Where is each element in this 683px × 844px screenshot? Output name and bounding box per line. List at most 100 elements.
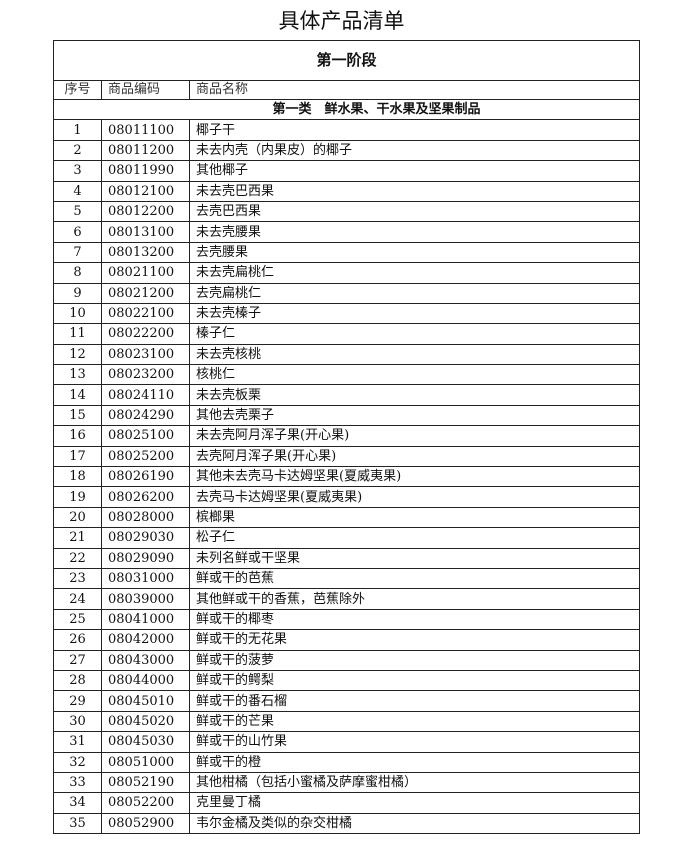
cell-name: 鲜或干的无花果: [189, 629, 640, 651]
table-row: 30 08045020 鲜或干的芒果: [53, 710, 640, 733]
cell-index: 22: [53, 547, 102, 569]
cell-code: 08045010: [101, 690, 190, 712]
cell-name: 未去壳扁桃仁: [189, 262, 640, 284]
table-row: 25 08041000 鲜或干的椰枣: [53, 608, 640, 631]
cell-name: 鲜或干的番石榴: [189, 690, 640, 712]
cell-name: 鲜或干的橙: [189, 751, 640, 773]
cell-code: 08022100: [101, 302, 190, 325]
cell-code: 08012200: [101, 200, 190, 223]
cell-name: 鲜或干的芒果: [189, 710, 640, 733]
cell-code: 08028000: [101, 506, 190, 529]
header-name: 商品名称: [189, 80, 640, 100]
page-title: 具体产品清单: [278, 9, 405, 33]
table-row: 4 08012100 未去壳巴西果: [53, 180, 640, 202]
cell-name: 其他鲜或干的香蕉，芭蕉除外: [189, 588, 640, 610]
cell-index: 1: [53, 119, 102, 141]
cell-name: 去壳巴西果: [189, 200, 640, 223]
table-row: 28 08044000 鲜或干的鳄梨: [53, 669, 640, 692]
cell-code: 08011990: [101, 160, 190, 182]
cell-name: 椰子干: [189, 119, 640, 141]
cell-name: 其他柑橘（包括小蜜橘及萨摩蜜柑橘）: [189, 771, 640, 794]
cell-name: 鲜或干的菠萝: [189, 649, 640, 671]
cell-index: 8: [53, 262, 102, 284]
cell-name: 其他未去壳马卡达姆坚果(夏威夷果): [189, 466, 640, 488]
cell-index: 19: [53, 486, 102, 508]
cell-name: 韦尔金橘及类似的杂交柑橘: [189, 812, 640, 835]
table-row: 34 08052200 克里曼丁橘: [53, 792, 640, 814]
cell-name: 未去壳巴西果: [189, 180, 640, 202]
table-row: 9 08021200 去壳扁桃仁: [53, 282, 640, 304]
cell-name: 其他椰子: [189, 160, 640, 182]
cell-name: 未列名鲜或干坚果: [189, 547, 640, 569]
cell-name: 槟榔果: [189, 506, 640, 529]
cell-index: 5: [53, 200, 102, 223]
cell-code: 08013100: [101, 221, 190, 243]
cell-code: 08021200: [101, 282, 190, 304]
cell-code: 08022200: [101, 323, 190, 345]
cell-code: 08011100: [101, 119, 190, 141]
table-row: 16 08025100 未去壳阿月浑子果(开心果): [53, 425, 640, 447]
table-row: 12 08023100 未去壳核桃: [53, 343, 640, 366]
table-row: 22 08029090 未列名鲜或干坚果: [53, 547, 640, 569]
cell-code: 08043000: [101, 649, 190, 671]
cell-index: 28: [53, 669, 102, 692]
cell-code: 08024110: [101, 384, 190, 406]
table-row: 1 08011100 椰子干: [53, 119, 640, 141]
cell-index: 23: [53, 567, 102, 590]
cell-code: 08044000: [101, 669, 190, 692]
cell-name: 去壳阿月浑子果(开心果): [189, 445, 640, 468]
cell-index: 30: [53, 710, 102, 733]
cell-index: 21: [53, 527, 102, 549]
cell-index: 9: [53, 282, 102, 304]
category-row: 第一类 鲜水果、干水果及坚果制品: [53, 98, 640, 121]
cell-index: 17: [53, 445, 102, 468]
cell-index: 27: [53, 649, 102, 671]
stage-heading: 第一阶段: [53, 40, 640, 81]
cell-index: 25: [53, 608, 102, 631]
cell-index: 13: [53, 364, 102, 386]
table-row: 23 08031000 鲜或干的芭蕉: [53, 567, 640, 590]
cell-index: 31: [53, 731, 102, 753]
table-row: 35 08052900 韦尔金橘及类似的杂交柑橘: [53, 812, 640, 835]
cell-code: 08051000: [101, 751, 190, 773]
cell-index: 29: [53, 690, 102, 712]
cell-name: 克里曼丁橘: [189, 792, 640, 814]
cell-name: 鲜或干的山竹果: [189, 731, 640, 753]
cell-name: 未去壳阿月浑子果(开心果): [189, 425, 640, 447]
table-row: 11 08022200 榛子仁: [53, 323, 640, 345]
cell-code: 08012100: [101, 180, 190, 202]
cell-code: 08023200: [101, 364, 190, 386]
cell-index: 12: [53, 343, 102, 366]
cell-name: 去壳扁桃仁: [189, 282, 640, 304]
category-heading: 第一类 鲜水果、干水果及坚果制品: [53, 98, 640, 121]
table-row: 2 08011200 未去内壳（内果皮）的椰子: [53, 139, 640, 162]
cell-name: 未去壳核桃: [189, 343, 640, 366]
table-row: 7 08013200 去壳腰果: [53, 241, 640, 264]
cell-code: 08039000: [101, 588, 190, 610]
cell-code: 08052200: [101, 792, 190, 814]
table-row: 3 08011990 其他椰子: [53, 160, 640, 182]
cell-code: 08042000: [101, 629, 190, 651]
cell-code: 08052900: [101, 812, 190, 835]
cell-name: 未去内壳（内果皮）的椰子: [189, 139, 640, 162]
table-row: 17 08025200 去壳阿月浑子果(开心果): [53, 445, 640, 468]
cell-code: 08024290: [101, 404, 190, 427]
table-row: 21 08029030 松子仁: [53, 527, 640, 549]
cell-index: 2: [53, 139, 102, 162]
cell-name: 核桃仁: [189, 364, 640, 386]
table-row: 26 08042000 鲜或干的无花果: [53, 629, 640, 651]
table-row: 15 08024290 其他去壳栗子: [53, 404, 640, 427]
cell-name: 松子仁: [189, 527, 640, 549]
cell-code: 08045020: [101, 710, 190, 733]
cell-code: 08031000: [101, 567, 190, 590]
cell-index: 7: [53, 241, 102, 264]
table-row: 32 08051000 鲜或干的橙: [53, 751, 640, 773]
cell-name: 鲜或干的鳄梨: [189, 669, 640, 692]
table-row: 13 08023200 核桃仁: [53, 364, 640, 386]
cell-index: 16: [53, 425, 102, 447]
cell-index: 15: [53, 404, 102, 427]
cell-index: 34: [53, 792, 102, 814]
cell-index: 6: [53, 221, 102, 243]
cell-index: 18: [53, 466, 102, 488]
cell-code: 08023100: [101, 343, 190, 366]
